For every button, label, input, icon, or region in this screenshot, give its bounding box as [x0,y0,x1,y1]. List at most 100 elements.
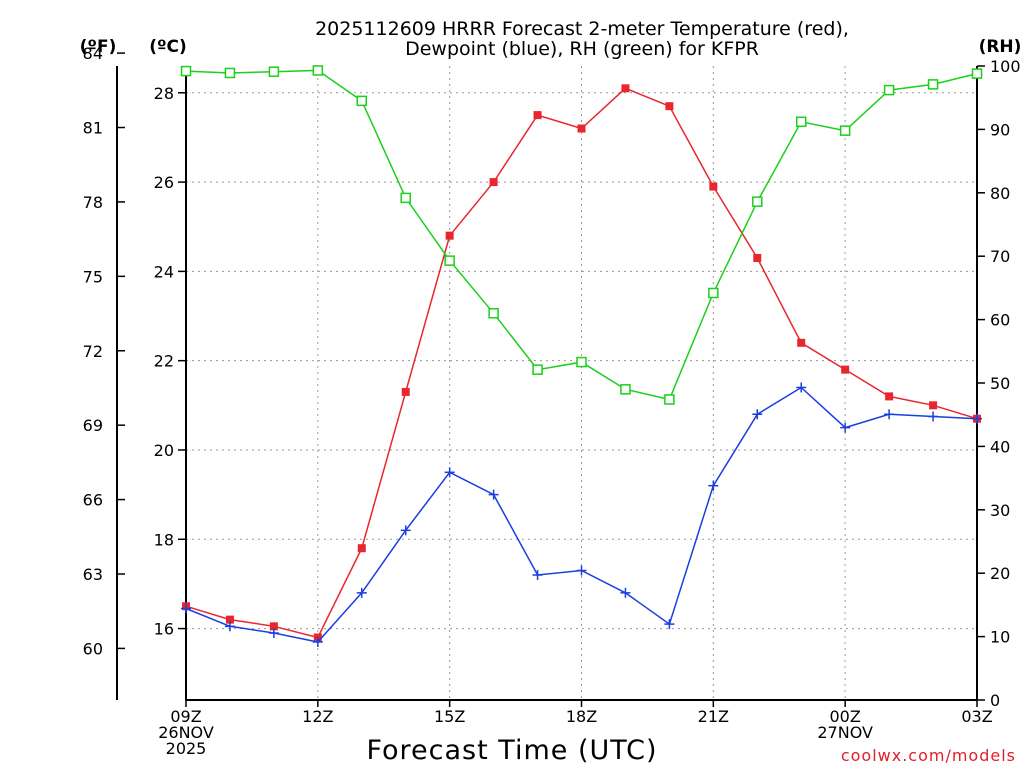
temperature-point [841,365,850,374]
x-tick-label: 09Z [170,707,201,726]
dewpoint-point [488,489,499,500]
chart-title-line2: Dewpoint (blue), RH (green) for KFPR [405,38,759,60]
celsius-tick-label: 18 [154,530,174,549]
fahrenheit-tick-label: 81 [83,119,103,138]
rh-point [532,364,543,375]
rh-tick-label: 0 [990,691,1000,710]
x-tick-label: 00Z [830,707,861,726]
x-tick-label: 03Z [961,707,992,726]
rh-point [356,95,368,107]
rh-point [576,356,587,368]
temperature-point [665,102,674,111]
rh-tick-label: 70 [990,247,1010,266]
rh-point [795,116,807,128]
temperature-point [929,401,938,410]
dewpoint-point [576,565,587,576]
celsius-tick-label: 22 [154,352,174,371]
rh-point [312,65,324,76]
fahrenheit-tick-label: 84 [83,44,103,63]
fahrenheit-tick-label: 72 [83,342,103,361]
temperature-point [533,111,542,120]
x-tick-label: 2025 [166,739,207,758]
fahrenheit-tick-label: 69 [83,416,103,435]
x-tick-label: 18Z [566,707,597,726]
dewpoint-point [708,480,719,491]
dewpoint-point [532,569,543,580]
rh-tick-label: 80 [990,184,1010,203]
celsius-tick-label: 26 [154,173,174,192]
rh-point [224,67,236,79]
rh-tick-label: 50 [990,374,1010,393]
grid-lines [186,66,977,700]
temperature-point [621,84,630,93]
temperature-point [797,338,806,347]
dewpoint-point [664,619,675,630]
dewpoint-point [752,409,763,420]
dewpoint-point [444,467,455,478]
dewpoint-line [185,386,978,643]
rh-point [839,125,851,136]
rh-tick-label: 90 [990,120,1010,139]
rh-point [752,196,763,207]
temperature-point [357,544,366,553]
rh-point [708,287,719,299]
dewpoint-point [884,409,895,420]
temperature-point [885,392,894,401]
rh-tick-label: 20 [990,564,1010,583]
dewpoint-point [356,587,367,598]
temperature-point [709,182,718,191]
temperature-point [225,615,234,624]
temperature-point [401,387,410,396]
x-axis-title: Forecast Time (UTC) [366,735,657,766]
rh-point [488,308,499,319]
rh-point [180,65,192,77]
dewpoint-point [840,422,851,433]
rh-tick-label: 10 [990,628,1010,647]
rh-unit-label: (RH) [979,37,1022,57]
dewpoint-point [181,603,191,614]
rh-point [268,66,280,77]
celsius-tick-label: 20 [154,441,174,460]
celsius-unit-label: (ºC) [149,37,187,57]
credit-text: coolwx.com/models [841,746,1016,765]
celsius-tick-label: 28 [154,84,174,103]
rh-point [971,68,983,79]
x-tick-label: 12Z [302,707,333,726]
temperature-point [577,124,586,133]
rh-point [927,79,939,90]
rh-tick-label: 30 [990,501,1010,520]
x-tick-label: 15Z [434,707,465,726]
rh-tick-label: 40 [990,437,1010,456]
temperature-point [753,253,762,262]
fahrenheit-tick-label: 75 [83,267,103,286]
temperature-point [445,231,454,240]
x-tick-label: 27NOV [817,723,873,742]
fahrenheit-unit-label: (ºF) [80,37,117,57]
rh-point [400,192,411,204]
fahrenheit-tick-label: 63 [83,565,103,584]
axes [116,52,985,707]
temperature-point [489,178,498,187]
celsius-tick-label: 24 [154,262,174,281]
fahrenheit-tick-label: 78 [83,193,103,212]
rh-tick-label: 60 [990,311,1010,330]
chart-title-line1: 2025112609 HRRR Forecast 2-meter Tempera… [315,18,849,40]
x-tick-label: 26NOV [158,723,214,742]
dewpoint-point [312,636,323,647]
celsius-tick-label: 16 [154,620,174,639]
rh-tick-label: 100 [990,57,1021,76]
fahrenheit-tick-label: 66 [83,491,103,510]
fahrenheit-tick-label: 60 [83,639,103,658]
dewpoint-point [796,382,807,393]
rh-point [883,84,895,96]
dewpoint-point [224,621,235,632]
dewpoint-point [400,525,411,536]
rh-point [444,255,455,266]
dewpoint-point [928,411,939,422]
rh-point [664,394,675,405]
x-tick-label: 21Z [698,707,729,726]
dewpoint-point [972,413,982,424]
temperature-point [269,622,278,631]
